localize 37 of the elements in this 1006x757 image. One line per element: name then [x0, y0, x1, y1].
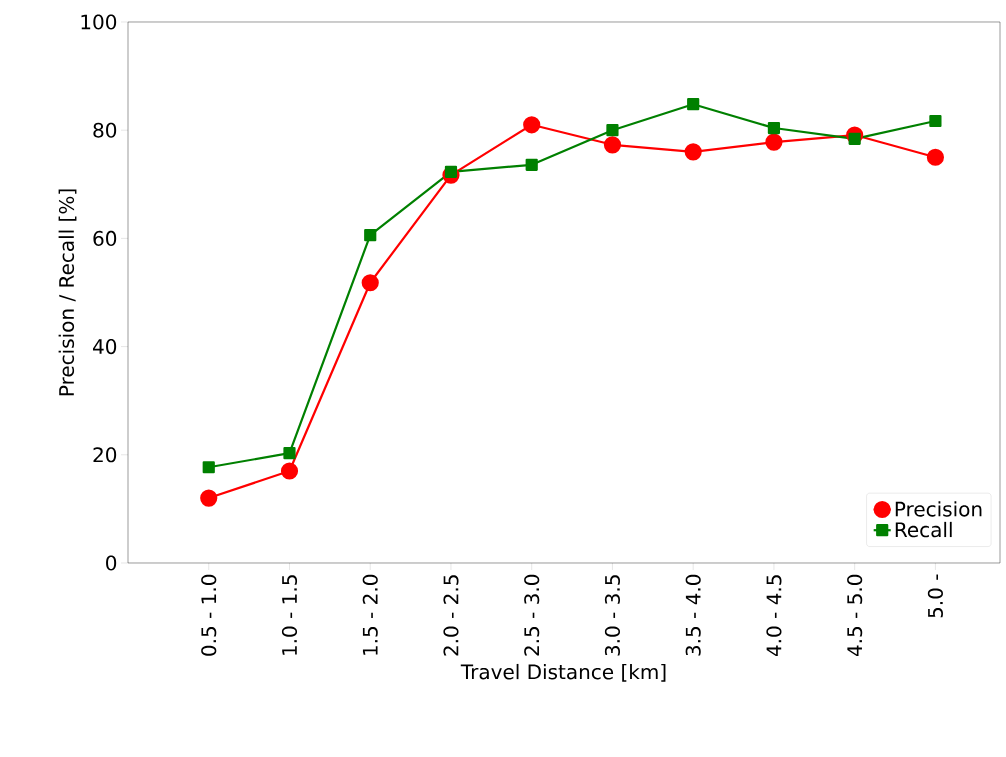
x-tick-label: 4.5 - 5.0: [847, 574, 863, 657]
point: [929, 114, 942, 128]
x-tick-label: 1.5 - 2.0: [362, 574, 378, 655]
point: [684, 143, 702, 161]
point: [687, 98, 700, 111]
point: [361, 274, 379, 292]
x-tick-label: 2.0 - 2.5: [443, 575, 459, 656]
legend-label: Precision: [895, 501, 982, 517]
x-tick-label: 5.0 -: [927, 574, 943, 618]
point: [525, 158, 538, 171]
point: [926, 148, 945, 166]
point: [523, 116, 541, 134]
y-tick-label: 100: [81, 14, 117, 30]
x-tick-label: 0.5 - 1.0: [201, 574, 217, 656]
x-tick-label: 3.5 - 4.0: [685, 574, 701, 656]
x-tick-label: 3.0 - 3.5: [604, 575, 621, 656]
y-tick-label: 0: [106, 555, 117, 571]
point: [767, 121, 781, 135]
point: [606, 124, 619, 137]
legend-label: Recall: [895, 521, 952, 538]
y-tick-label: 60: [93, 230, 117, 246]
x-tick-label: 1.0 - 1.5: [281, 575, 298, 655]
point: [283, 447, 296, 460]
x-axis-title: Travel Distance [km]: [460, 663, 666, 682]
point: [202, 461, 215, 474]
point: [603, 136, 622, 154]
x-tick-label: 2.5 - 3.0: [524, 574, 540, 656]
y-tick-label: 40: [93, 339, 117, 355]
y-tick-label: 20: [93, 447, 117, 463]
y-axis-title: Precision / Recall [%]: [58, 189, 77, 396]
point: [200, 489, 218, 507]
point: [364, 229, 377, 242]
y-tick-label: 80: [93, 122, 117, 138]
point: [765, 133, 783, 151]
x-tick-label: 4.0 - 4.5: [766, 575, 782, 657]
point: [444, 165, 458, 178]
point: [280, 462, 299, 480]
